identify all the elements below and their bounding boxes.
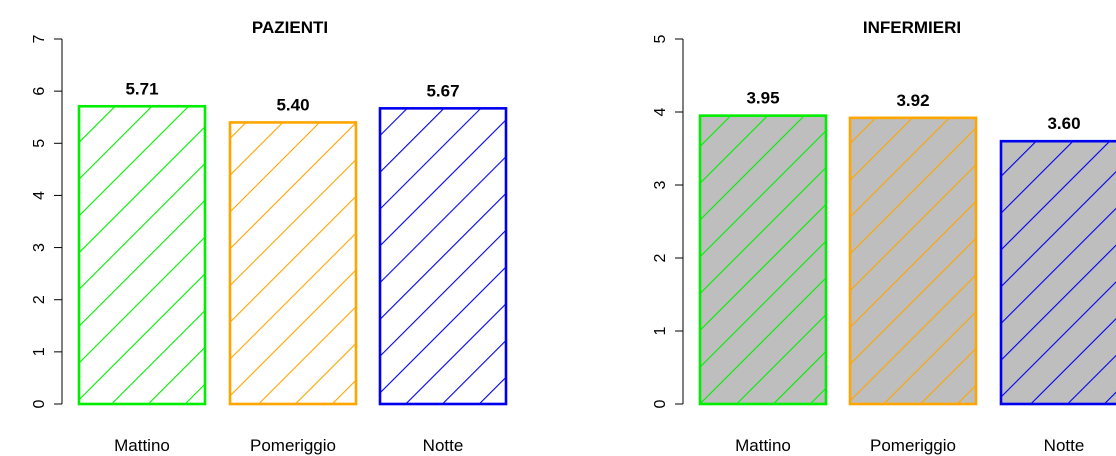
- infermieri-y-tick-label: 3: [652, 180, 669, 189]
- pazienti-y-tick-label: 3: [31, 243, 48, 252]
- infermieri-category-label: Mattino: [735, 436, 791, 455]
- bar-hatch-outline: [228, 121, 358, 406]
- bar-hatch-outline: [77, 104, 207, 406]
- infermieri-value-label: 3.60: [1047, 114, 1080, 133]
- infermieri-y-tick-label: 5: [652, 34, 669, 43]
- infermieri-value-label: 3.92: [896, 91, 929, 110]
- bar-hatch-outline: [698, 114, 828, 406]
- infermieri-y-tick-label: 2: [652, 253, 669, 262]
- infermieri-y-tick-label: 4: [652, 107, 669, 116]
- pazienti-y-tick-label: 0: [31, 399, 48, 408]
- pazienti-category-label: Pomeriggio: [250, 436, 336, 455]
- pazienti-value-label: 5.71: [125, 79, 158, 98]
- pazienti-value-label: 5.40: [276, 95, 309, 114]
- bar-hatch-outline: [378, 107, 508, 406]
- infermieri-y-axis: 0 1 2 3 4 5: [652, 34, 684, 408]
- infermieri-value-label: 3.95: [746, 89, 779, 108]
- pazienti-y-tick-label: 6: [31, 87, 48, 96]
- infermieri-bar-pomeriggio: [848, 116, 978, 406]
- infermieri-y-tick-label: 1: [652, 326, 669, 335]
- pazienti-bar-notte: [378, 107, 508, 406]
- pazienti-category-label: Mattino: [114, 436, 170, 455]
- pazienti-chart: PAZIENTI 0 1 2 3 4 5 6 7 5.71 Mattino 5.40 Pomerigg…: [31, 18, 508, 455]
- pazienti-y-tick-label: 4: [31, 191, 48, 200]
- infermieri-chart: INFERMIERI 0 1 2 3 4 5 3.95 Mattino 3.92 Pomerigg…: [652, 18, 1116, 455]
- pazienti-bar-pomeriggio: [228, 121, 358, 406]
- pazienti-y-tick-label: 5: [31, 139, 48, 148]
- pazienti-chart-title: PAZIENTI: [252, 18, 328, 37]
- infermieri-category-label: Pomeriggio: [870, 436, 956, 455]
- bar-hatch-outline: [999, 139, 1116, 406]
- pazienti-y-axis: 0 1 2 3 4 5 6 7: [31, 34, 63, 408]
- pazienti-y-tick-label: 2: [31, 295, 48, 304]
- pazienti-bar-mattino: [77, 104, 207, 406]
- pazienti-y-tick-label: 7: [31, 34, 48, 43]
- pazienti-value-label: 5.67: [426, 81, 459, 100]
- pazienti-category-label: Notte: [423, 436, 464, 455]
- infermieri-chart-title: INFERMIERI: [863, 18, 961, 37]
- infermieri-bar-notte: [999, 139, 1116, 406]
- infermieri-y-tick-label: 0: [652, 399, 669, 408]
- bar-hatch-outline: [848, 116, 978, 406]
- infermieri-bar-mattino: [698, 114, 828, 406]
- infermieri-category-label: Notte: [1044, 436, 1085, 455]
- pazienti-y-tick-label: 1: [31, 347, 48, 356]
